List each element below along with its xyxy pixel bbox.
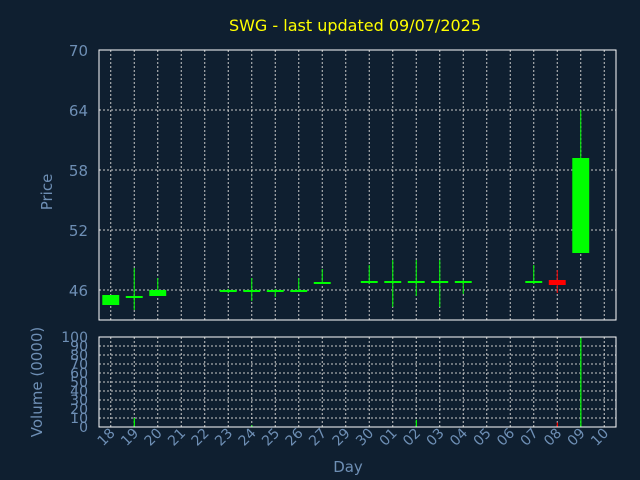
volume-bar <box>415 419 417 427</box>
candle-body <box>454 281 472 283</box>
x-tick-label: 10 <box>588 426 612 450</box>
volume-axis-label: Volume (0000) <box>28 327 46 437</box>
x-tick-label: 04 <box>447 425 471 449</box>
candle-body <box>360 281 378 283</box>
price-axis-label: Price <box>38 174 56 211</box>
price-tick-label: 58 <box>69 162 88 180</box>
x-tick-label: 09 <box>565 426 589 450</box>
x-tick-label: 08 <box>541 426 565 450</box>
volume-bar <box>133 418 135 427</box>
volume-tick-label: 40 <box>70 384 88 400</box>
x-tick-label: 25 <box>259 426 283 450</box>
x-tick-label: 30 <box>353 426 377 450</box>
chart-title: SWG - last updated 09/07/2025 <box>229 16 481 35</box>
candle-body <box>525 281 543 283</box>
candle-body <box>313 282 331 284</box>
x-tick-label: 06 <box>494 425 518 449</box>
x-tick-label: 20 <box>142 426 166 450</box>
x-tick-label: 02 <box>400 426 424 450</box>
candle-body <box>431 281 449 283</box>
candle-body <box>125 296 143 298</box>
x-tick-label: 05 <box>471 426 495 450</box>
volume-tick-label: 60 <box>70 366 88 382</box>
x-tick-label: 01 <box>377 426 401 450</box>
volume-tick-label: 80 <box>70 348 88 364</box>
candle-body <box>548 280 566 285</box>
volume-panel-frame <box>98 336 617 428</box>
price-tick-label: 70 <box>69 42 88 60</box>
volume-bar <box>251 425 253 427</box>
x-tick-label: 23 <box>212 426 236 450</box>
candle-body <box>407 281 425 283</box>
x-tick-label: 29 <box>330 426 354 450</box>
candle-body <box>384 281 402 283</box>
volume-tick-label: 50 <box>70 375 88 391</box>
x-tick-label: 27 <box>306 426 330 450</box>
x-tick-label: 18 <box>95 426 119 450</box>
price-tick-label: 52 <box>69 222 88 240</box>
volume-tick-label: 90 <box>70 339 88 355</box>
price-tick-label: 64 <box>69 102 88 120</box>
volume-bar <box>580 337 582 427</box>
candle-body <box>102 295 120 305</box>
x-axis-label: Day <box>333 458 363 476</box>
volume-tick-label: 30 <box>70 393 88 409</box>
x-tick-label: 24 <box>236 425 260 449</box>
x-tick-label: 07 <box>518 426 542 450</box>
candle-body <box>572 158 590 253</box>
candle-body <box>290 290 308 292</box>
candle-body <box>219 290 237 292</box>
x-tick-label: 03 <box>424 426 448 450</box>
x-tick-label: 21 <box>165 426 189 450</box>
volume-tick-label: 70 <box>70 357 88 373</box>
x-tick-label: 22 <box>189 426 213 450</box>
volume-tick-label: 10 <box>70 411 88 427</box>
candle-body <box>266 290 284 292</box>
volume-tick-label: 0 <box>79 420 88 436</box>
volume-bar <box>556 422 558 427</box>
x-tick-label: 26 <box>283 425 307 449</box>
x-tick-label: 19 <box>118 426 142 450</box>
volume-tick-label: 20 <box>70 402 88 418</box>
candle-body <box>243 290 261 292</box>
price-tick-label: 46 <box>69 282 88 300</box>
volume-tick-label: 100 <box>61 330 88 346</box>
candle-body <box>149 290 167 296</box>
price-panel-frame <box>98 49 617 321</box>
